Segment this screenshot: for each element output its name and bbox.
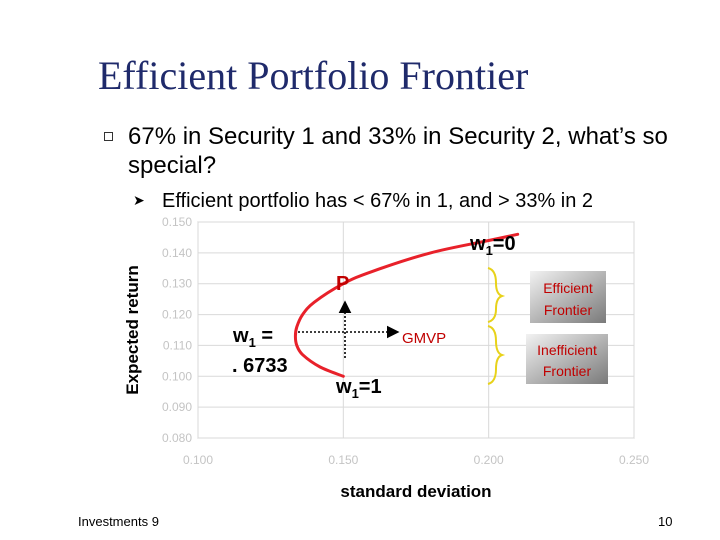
inefficient-frontier-box xyxy=(526,334,608,384)
w1-zero-label: w1=0 xyxy=(469,233,516,258)
x-tick-labels: 0.100 0.150 0.200 0.250 xyxy=(183,453,649,467)
x-tick-label: 0.150 xyxy=(328,453,358,467)
y-tick-label: 0.110 xyxy=(163,338,192,352)
square-bullet-icon xyxy=(104,132,113,141)
inefficient-frontier-label-2: Frontier xyxy=(543,363,592,379)
portfolio-p-label: P xyxy=(336,273,349,295)
x-tick-label: 0.100 xyxy=(183,453,213,467)
x-tick-label: 0.250 xyxy=(619,453,649,467)
efficient-frontier-label-1: Efficient xyxy=(543,280,593,296)
y-tick-label: 0.100 xyxy=(162,369,192,383)
y-tick-label: 0.120 xyxy=(162,308,192,322)
y-tick-label: 0.130 xyxy=(162,277,192,291)
footer-course-label: Investments 9 xyxy=(78,514,159,529)
efficient-brace-icon xyxy=(487,267,506,323)
y-tick-label: 0.140 xyxy=(162,246,192,260)
y-axis-label: Expected return xyxy=(123,265,142,394)
x-axis-label: standard deviation xyxy=(340,482,491,501)
w1-one-label: w1=1 xyxy=(335,376,382,401)
y-tick-label: 0.150 xyxy=(162,215,192,229)
y-tick-label: 0.090 xyxy=(162,400,192,414)
inefficient-frontier-label-1: Inefficient xyxy=(537,342,597,358)
main-bullet-text: 67% in Security 1 and 33% in Security 2,… xyxy=(128,123,668,179)
efficient-frontier-label-2: Frontier xyxy=(544,302,593,318)
y-tick-label: 0.080 xyxy=(162,431,192,445)
w1-6733-label-line2: . 6733 xyxy=(232,355,288,377)
footer-page-number: 10 xyxy=(658,514,673,529)
inefficient-brace-icon xyxy=(487,325,506,385)
frontier-curve xyxy=(293,232,520,378)
sub-bullet-text: Efficient portfolio has < 67% in 1, and … xyxy=(162,190,594,212)
y-tick-labels: 0.080 0.090 0.100 0.110 0.120 0.130 0.140 0.150 xyxy=(162,215,192,445)
slide-title: Efficient Portfolio Frontier xyxy=(98,53,529,98)
gmvp-label: GMVP xyxy=(402,330,446,347)
arrow-bullet-icon: ➤ xyxy=(133,192,145,208)
w1-6733-label-line1: w1 = xyxy=(232,325,273,350)
x-tick-label: 0.200 xyxy=(474,453,504,467)
efficient-frontier-box xyxy=(530,271,606,323)
